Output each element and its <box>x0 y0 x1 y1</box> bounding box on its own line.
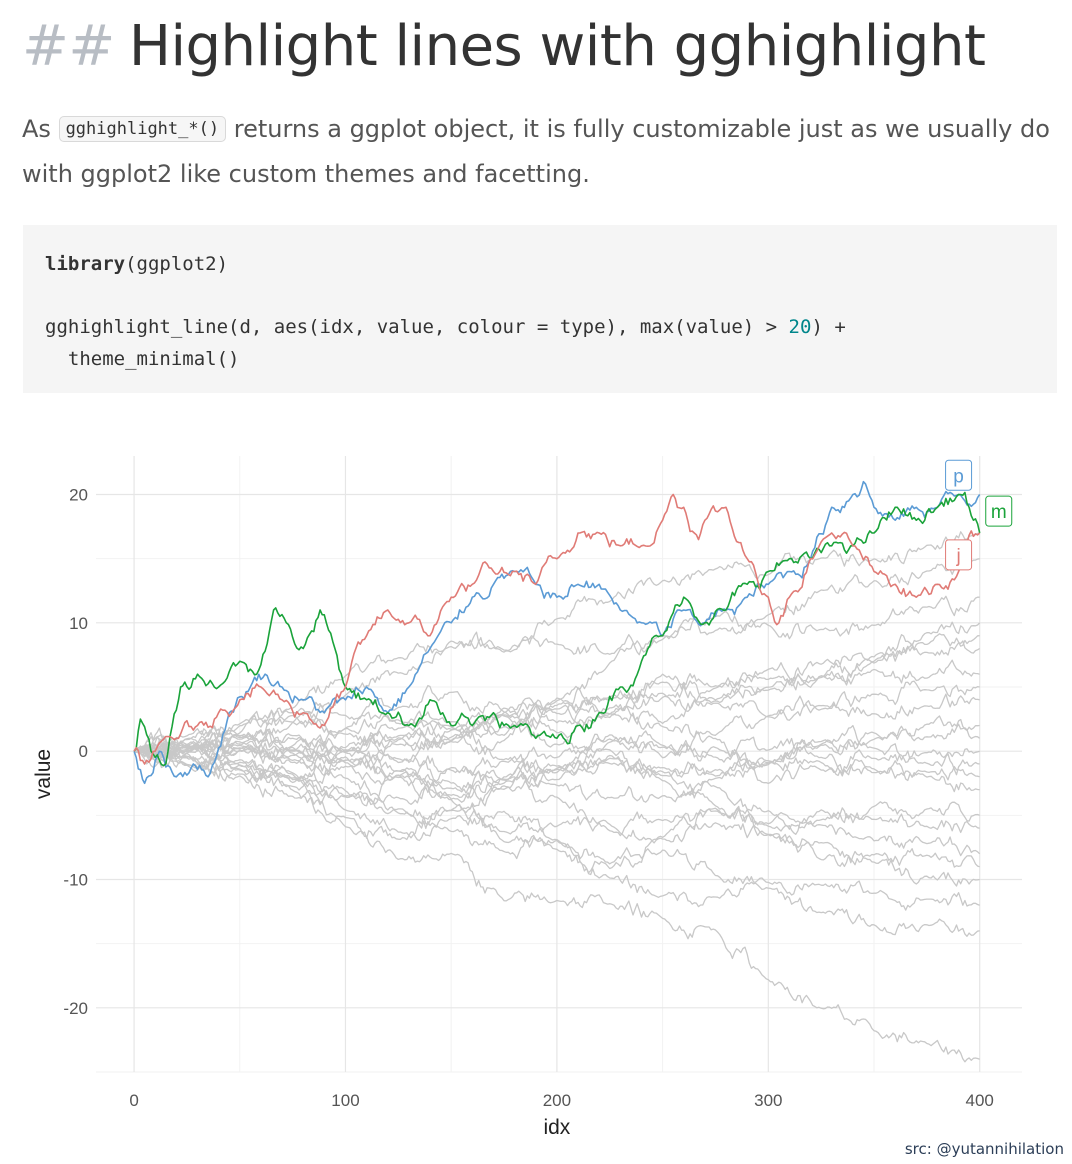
background-series-line <box>134 684 980 761</box>
background-series-line <box>134 745 980 842</box>
code-keyword-library: library <box>45 253 126 275</box>
series-line-p <box>133 480 981 785</box>
x-tick-label: 200 <box>543 1091 571 1110</box>
background-series-line <box>133 640 981 761</box>
x-tick-label: 400 <box>966 1091 994 1110</box>
background-series-line <box>133 557 980 752</box>
background-series-line <box>133 744 980 835</box>
x-axis-label: idx <box>543 1116 570 1139</box>
x-tick-label: 300 <box>754 1091 782 1110</box>
background-series-line <box>133 748 980 911</box>
heading-hashes: ## <box>22 14 115 79</box>
line-chart: p m j 0 100 200 300 400 -20 -10 0 10 20 idx value <box>32 456 1022 1140</box>
series-labels: p m j <box>945 459 1013 571</box>
code-number: 20 <box>788 316 812 338</box>
background-series-line <box>133 734 980 800</box>
series-label-p: p <box>945 459 973 491</box>
background-series-line <box>133 719 981 769</box>
code-line2-after: ) + <box>811 316 846 338</box>
background-series-line <box>133 680 980 761</box>
background-series-line <box>133 742 980 803</box>
series-label-j: j <box>945 539 973 571</box>
axes: 0 100 200 300 400 -20 -10 0 10 20 idx value <box>32 486 994 1140</box>
series-label-box <box>985 495 1013 527</box>
series-label-text: j <box>955 546 960 567</box>
background-series <box>133 531 981 1063</box>
y-tick-label: -10 <box>63 871 88 890</box>
inline-code: gghighlight_*() <box>58 116 227 142</box>
source-credit: src: @yutannihilation <box>904 1140 1064 1158</box>
series-line-j <box>133 493 981 765</box>
series-label-box <box>945 539 973 571</box>
series-label-text: m <box>991 502 1007 523</box>
highlighted-series <box>133 480 981 785</box>
background-series-line <box>134 741 980 937</box>
y-axis-label: value <box>32 749 55 799</box>
grid <box>96 456 1022 1073</box>
background-series-line <box>133 750 980 1063</box>
background-series-line <box>133 595 980 757</box>
series-label-box <box>945 459 973 491</box>
heading-title: Highlight lines with gghighlight <box>128 14 986 79</box>
code-text: library(ggplot2) gghighlight_line(d, aes… <box>45 249 1035 375</box>
code-line2-before: gghighlight_line(d, aes(idx, value, colo… <box>45 316 789 338</box>
y-tick-label: 20 <box>69 486 88 505</box>
series-label-text: p <box>953 466 964 487</box>
intro-before: As <box>22 115 59 143</box>
series-line-m <box>133 491 981 767</box>
code-block: library(ggplot2) gghighlight_line(d, aes… <box>23 225 1057 393</box>
background-series-line <box>133 739 980 782</box>
y-tick-label: 10 <box>69 614 88 633</box>
background-series-line <box>133 659 980 764</box>
y-tick-label: 0 <box>79 742 88 761</box>
code-line3: theme_minimal() <box>45 347 240 370</box>
background-series-line <box>133 741 980 887</box>
intro-paragraph: As gghighlight_*() returns a ggplot obje… <box>22 108 1057 195</box>
background-series-line <box>133 633 980 752</box>
chart-container: p m j 0 100 200 300 400 -20 -10 0 10 20 idx value <box>0 420 1072 1164</box>
x-tick-label: 100 <box>331 1091 359 1110</box>
series-label-m: m <box>985 495 1013 527</box>
y-tick-label: -20 <box>63 999 88 1018</box>
code-line1-rest: (ggplot2) <box>125 253 229 275</box>
intro-after: returns a ggplot object, it is fully cus… <box>22 115 1050 188</box>
x-tick-label: 0 <box>129 1091 138 1110</box>
background-series-line <box>134 721 980 777</box>
page-heading: ## Highlight lines with gghighlight <box>22 14 986 79</box>
